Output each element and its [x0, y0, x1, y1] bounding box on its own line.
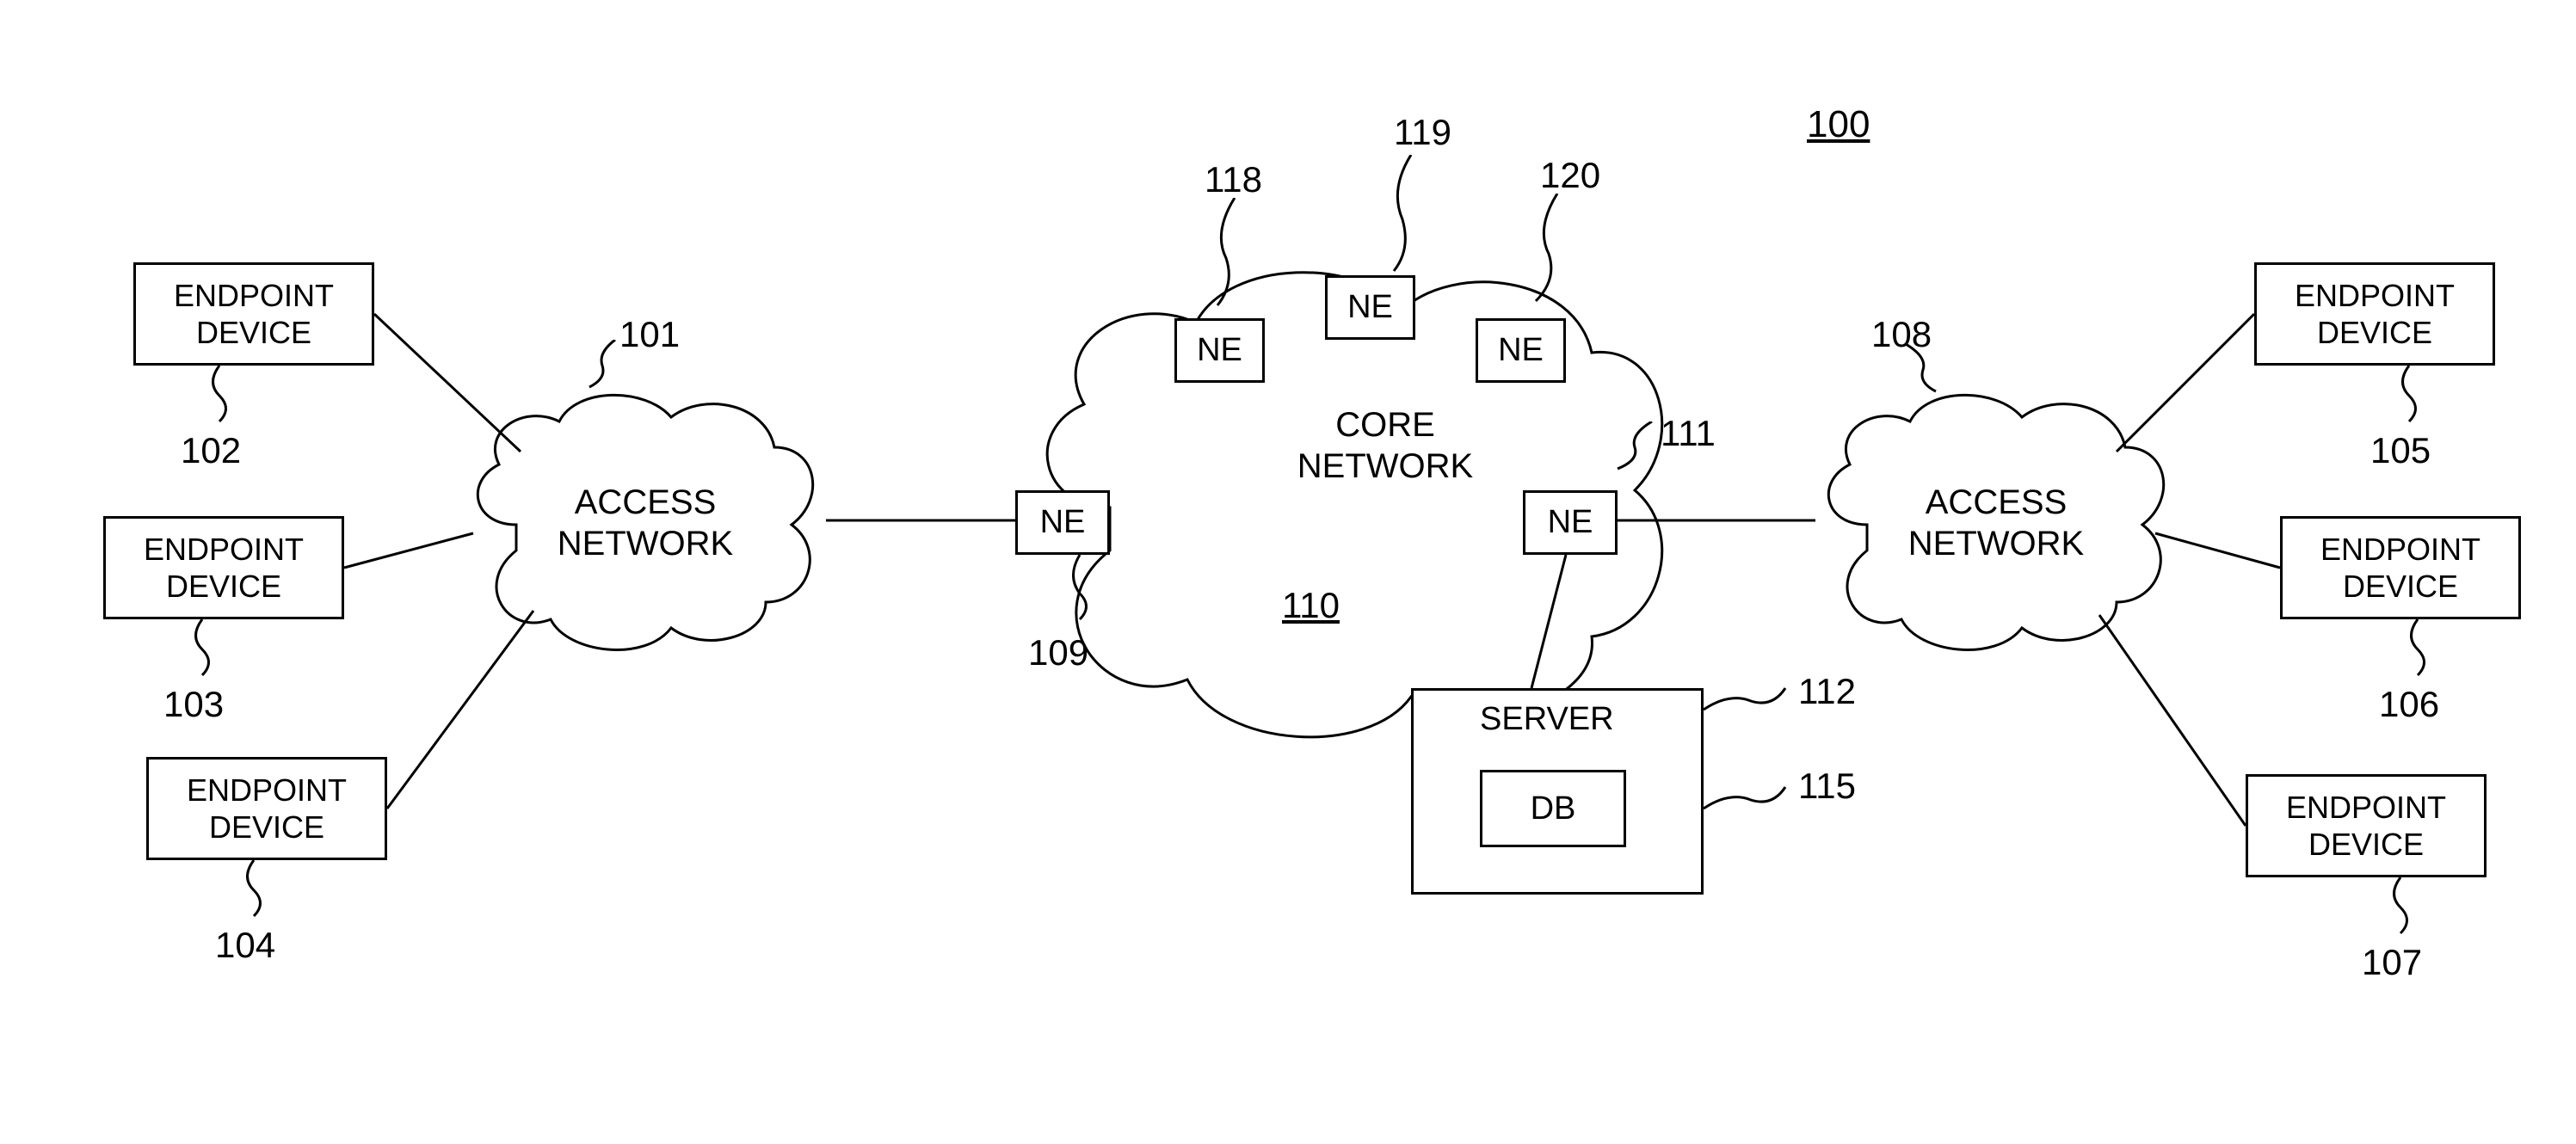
ref-103: 103 [163, 684, 224, 725]
endpoint-label: ENDPOINT DEVICE [2286, 789, 2446, 863]
core-network-label: CORE NETWORK [1282, 404, 1488, 487]
ne-label: NE [1197, 332, 1242, 369]
ref-120: 120 [1540, 155, 1600, 196]
ne-111: NE [1523, 490, 1618, 555]
ref-105: 105 [2370, 430, 2431, 471]
ne-120: NE [1476, 318, 1566, 383]
ref-104: 104 [215, 925, 275, 966]
squiggle-102 [202, 366, 237, 426]
ne-118: NE [1174, 318, 1265, 383]
ne-label: NE [1498, 332, 1544, 369]
line-ne111-to-server [1531, 555, 1790, 684]
endpoint-label: ENDPOINT DEVICE [144, 531, 304, 605]
endpoint-device-103: ENDPOINT DEVICE [103, 516, 344, 619]
squiggle-120 [1523, 194, 1566, 305]
squiggle-111 [1609, 421, 1661, 473]
ne-119: NE [1325, 275, 1415, 340]
ref-115: 115 [1798, 766, 1856, 807]
line-102-to-access-left [374, 314, 632, 443]
figure-ref-100: 100 [1807, 103, 1870, 146]
endpoint-device-104: ENDPOINT DEVICE [146, 757, 387, 860]
db-label: DB [1531, 790, 1576, 827]
endpoint-label: ENDPOINT DEVICE [174, 277, 334, 351]
line-access-left-to-ne109 [826, 520, 1084, 649]
line-access-right-to-105 [2117, 314, 2375, 443]
server-label: SERVER [1480, 701, 1614, 738]
squiggle-105 [2392, 366, 2426, 426]
db-box: DB [1480, 770, 1626, 847]
access-network-right-label: ACCESS NETWORK [1893, 482, 2099, 564]
endpoint-device-107: ENDPOINT DEVICE [2246, 774, 2487, 877]
ref-111: 111 [1661, 413, 1716, 454]
squiggle-115 [1704, 774, 1790, 817]
ne-label: NE [1347, 289, 1393, 326]
ref-119: 119 [1394, 112, 1451, 153]
squiggle-107 [2383, 877, 2418, 938]
ref-110: 110 [1282, 585, 1340, 626]
endpoint-device-102: ENDPOINT DEVICE [133, 262, 374, 366]
squiggle-104 [237, 860, 271, 920]
squiggle-103 [185, 619, 219, 680]
ref-118: 118 [1205, 159, 1262, 200]
ref-102: 102 [181, 430, 241, 471]
ref-107: 107 [2362, 942, 2422, 983]
ref-106: 106 [2379, 684, 2439, 725]
squiggle-119 [1377, 155, 1420, 275]
squiggle-108 [1906, 344, 1949, 396]
network-diagram: 100 ENDPOINT DEVICE 102 ENDPOINT DEVICE … [0, 0, 2576, 1144]
line-access-right-to-107 [2099, 615, 2357, 744]
endpoint-label: ENDPOINT DEVICE [187, 772, 347, 846]
ne-label: NE [1548, 504, 1593, 541]
squiggle-118 [1200, 198, 1243, 310]
line-104-to-access-left [387, 611, 645, 740]
